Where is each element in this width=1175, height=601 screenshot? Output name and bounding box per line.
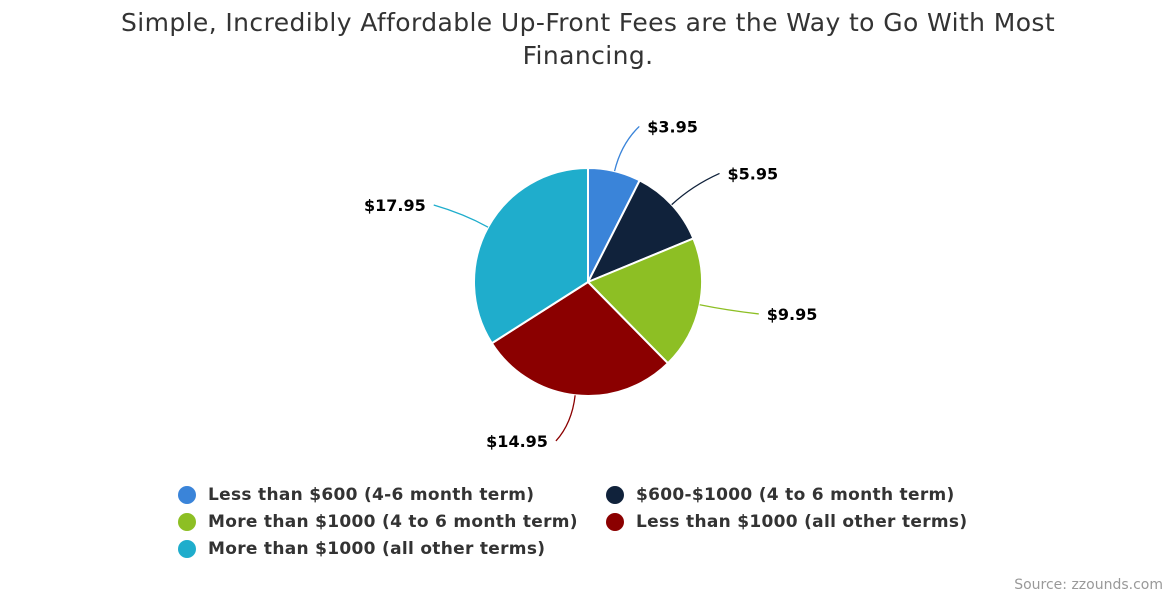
legend-label: $600-$1000 (4 to 6 month term) (636, 484, 955, 505)
connector-less-than-600-4-6-month-term (613, 125, 640, 172)
legend-item-more-than-1000-4-to-6-month-term[interactable]: More than $1000 (4 to 6 month term) (178, 511, 606, 532)
legend-label: More than $1000 (4 to 6 month term) (208, 511, 578, 532)
legend-marker-icon (178, 539, 196, 558)
legend-marker-icon (178, 485, 196, 504)
connector-more-than-1000-4-to-6-month-term (699, 304, 759, 315)
data-label-less-than-1000-all-other-terms: $14.95 (486, 432, 548, 451)
data-label-more-than-1000-all-other-terms: $17.95 (364, 196, 426, 215)
pie-slice-less-than-1000-all-other-terms[interactable] (490, 280, 670, 397)
data-label-600-1000-4-to-6-month-term: $5.95 (728, 164, 779, 183)
legend-label: More than $1000 (all other terms) (208, 538, 546, 559)
legend-item-600-1000-4-to-6-month-term[interactable]: $600-$1000 (4 to 6 month term) (606, 484, 998, 505)
legend-item-more-than-1000-all-other-terms[interactable]: More than $1000 (all other terms) (178, 538, 606, 559)
legend-item-less-than-1000-all-other-terms[interactable]: Less than $1000 (all other terms) (606, 511, 998, 532)
connector-600-1000-4-to-6-month-term (671, 172, 720, 206)
data-label-more-than-1000-4-to-6-month-term: $9.95 (767, 305, 818, 324)
legend-marker-icon (606, 512, 624, 531)
legend-marker-icon (606, 485, 624, 504)
chart-legend: Less than $600 (4-6 month term) $600-$100… (178, 484, 998, 559)
connector-less-than-1000-all-other-terms (555, 395, 576, 442)
legend-marker-icon (178, 512, 196, 531)
legend-label: Less than $600 (4-6 month term) (208, 484, 535, 505)
source-note: Source: zzounds.com (1014, 577, 1163, 593)
connector-more-than-1000-all-other-terms (433, 204, 489, 228)
pie-slice-600-1000-4-to-6-month-term[interactable] (585, 179, 695, 284)
legend-label: Less than $1000 (all other terms) (636, 511, 968, 532)
chart-title: Simple, Incredibly Affordable Up-Front F… (120, 8, 1056, 70)
pie-slice-more-than-1000-all-other-terms[interactable] (473, 166, 589, 345)
legend-item-less-than-600-4-6-month-term[interactable]: Less than $600 (4-6 month term) (178, 484, 606, 505)
data-label-less-than-600-4-6-month-term: $3.95 (647, 117, 698, 136)
